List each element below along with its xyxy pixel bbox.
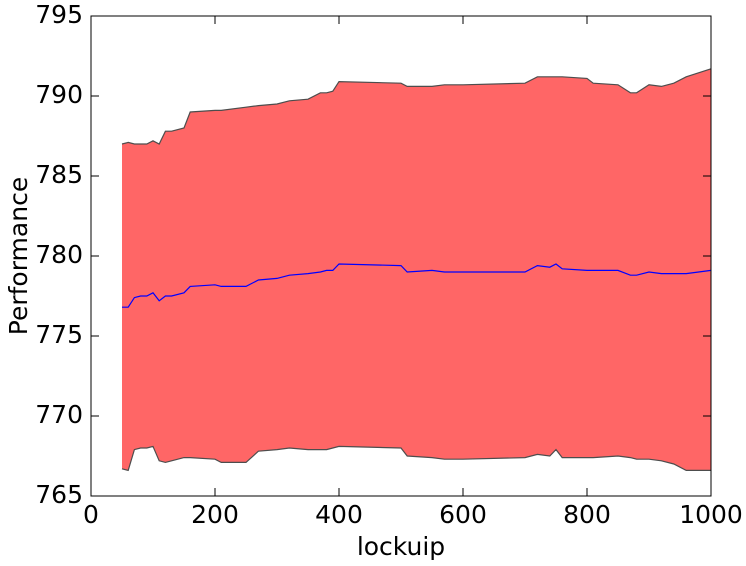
- y-tick-label: 790: [35, 80, 83, 109]
- x-tick-label: 200: [191, 500, 239, 529]
- x-tick-label: 0: [83, 500, 99, 529]
- x-tick-label: 600: [439, 500, 487, 529]
- y-tick-label: 780: [35, 240, 83, 269]
- band-area: [122, 68, 711, 471]
- y-tick-label: 795: [35, 0, 83, 29]
- y-tick-label: 775: [35, 320, 83, 349]
- band-edge: [121, 68, 712, 145]
- line: [122, 263, 712, 308]
- y-tick-label: 770: [35, 400, 83, 429]
- band-edge: [121, 445, 711, 472]
- y-tick-label: 765: [35, 480, 83, 509]
- y-tick-label: 785: [35, 160, 83, 189]
- x-tick-label: 800: [563, 500, 611, 529]
- x-axis-label: lockuip: [357, 532, 445, 561]
- y-axis-label: Performance: [4, 177, 33, 335]
- x-tick-label: 400: [315, 500, 363, 529]
- x-tick-label: 1000: [679, 500, 743, 529]
